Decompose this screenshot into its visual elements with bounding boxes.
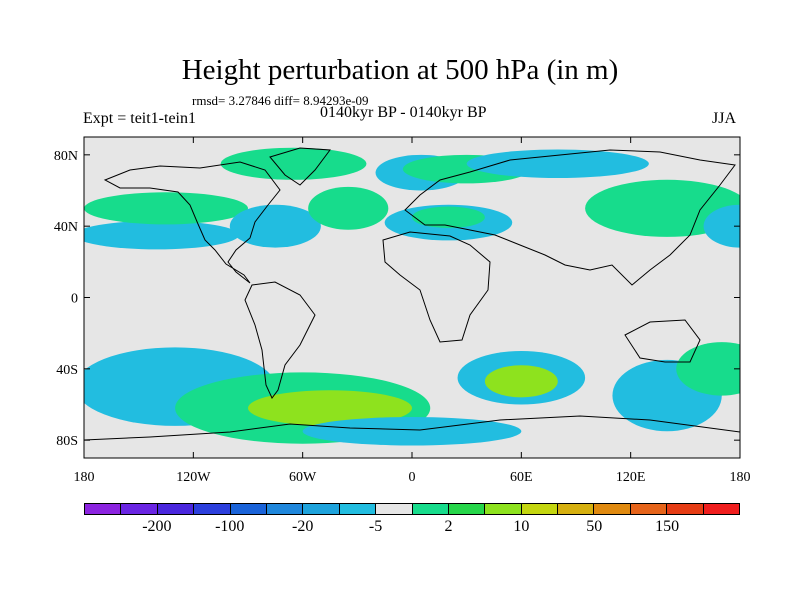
- colorbar-swatch: [412, 504, 449, 514]
- colorbar-swatch: [558, 504, 595, 514]
- colorbar-swatch: [157, 504, 195, 514]
- lat-tick-label: 80N: [54, 149, 78, 164]
- stats-text: rmsd= 3.27846 diff= 8.94293e-09: [192, 93, 369, 108]
- perturbation-green-19: [676, 342, 740, 396]
- lon-tick-label: 120W: [176, 470, 211, 485]
- colorbar-swatch: [266, 504, 304, 514]
- perturbation-yellowgreen-17: [484, 365, 558, 398]
- colorbar-swatch: [485, 504, 522, 514]
- coastline-greenland: [269, 147, 331, 186]
- colorbar: [84, 503, 740, 515]
- colorbar-swatch: [121, 504, 158, 514]
- colorbar-label: 10: [513, 518, 530, 535]
- colorbar-label: 150: [655, 518, 680, 535]
- perturbation-green-10: [585, 179, 740, 237]
- lon-tick-label: 120E: [616, 470, 646, 485]
- coastline-north-america: [103, 161, 281, 284]
- colorbar-swatch: [376, 504, 413, 514]
- lat-tick-label: 40N: [54, 220, 78, 235]
- perturbation-green-4: [308, 186, 389, 230]
- lon-tick-label: 180: [730, 470, 751, 485]
- colorbar-label: -20: [291, 518, 314, 535]
- period-label: 0140kyr BP - 0140kyr BP: [320, 104, 487, 121]
- colorbar-swatch: [521, 504, 559, 514]
- coastline-eurasia: [404, 149, 736, 286]
- colorbar-swatch: [703, 504, 740, 514]
- perturbation-green-2: [220, 147, 367, 180]
- colorbar-label: -100: [215, 518, 245, 535]
- colorbar-swatch: [194, 504, 231, 514]
- season-label: JJA: [712, 110, 737, 127]
- coastline-africa: [382, 231, 491, 343]
- coastline-south-america: [244, 281, 316, 399]
- lat-tick-label: 80S: [56, 434, 78, 449]
- colorbar-swatch: [85, 504, 122, 514]
- colorbar-swatch: [230, 504, 267, 514]
- perturbation-green-1: [84, 192, 248, 225]
- lon-tick-label: 60E: [510, 470, 533, 485]
- lat-tick-label: 40S: [56, 363, 78, 378]
- colorbar-label: 2: [444, 518, 453, 535]
- colorbar-swatch: [630, 504, 668, 514]
- colorbar-label: -5: [368, 518, 383, 535]
- colorbar-swatch: [448, 504, 486, 514]
- lon-tick-label: 180: [74, 470, 95, 485]
- lon-tick-label: 0: [409, 470, 416, 485]
- perturbation-cyan-3: [229, 204, 321, 248]
- colorbar-label: -200: [142, 518, 172, 535]
- coastlines: [84, 147, 740, 441]
- coastline-australia: [624, 319, 701, 363]
- colorbar-label: 50: [586, 518, 603, 535]
- colorbar-swatch: [667, 504, 704, 514]
- axis-ticks: 80N 40N 0 40S 80S 180 120W 60W 0 60E 120E 180: [54, 137, 751, 485]
- plot-title: Height perturbation at 500 hPa (in m): [181, 54, 619, 86]
- lon-tick-label: 60W: [289, 470, 317, 485]
- coastline-antarctica: [84, 415, 740, 441]
- perturbation-cyan-0: [84, 220, 239, 250]
- perturbation-yellowgreen-14: [248, 390, 412, 426]
- perturbation-green-8: [412, 206, 485, 228]
- perturbation-cyan-9: [466, 149, 649, 179]
- perturbation-cyan-11: [703, 204, 740, 248]
- colorbar-swatch: [303, 504, 340, 514]
- colorbar-swatch: [339, 504, 377, 514]
- lat-tick-label: 0: [71, 292, 78, 307]
- colorbar-swatch: [594, 504, 631, 514]
- experiment-label: Expt = teit1-tein1: [83, 110, 196, 127]
